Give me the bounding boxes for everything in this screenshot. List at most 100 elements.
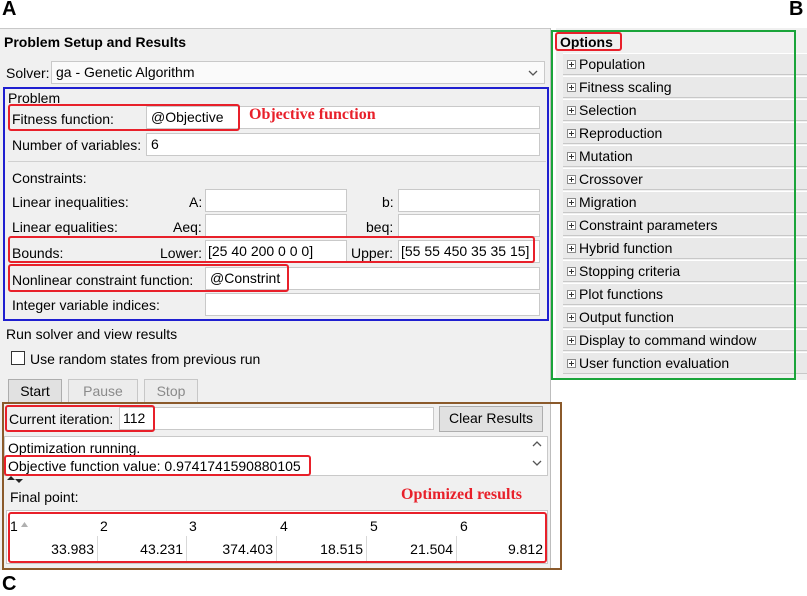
scroll-up-icon[interactable] <box>532 440 542 447</box>
stop-button[interactable]: Stop <box>144 379 198 404</box>
options-item-label: Stopping criteria <box>579 263 681 279</box>
status-line-2: Objective function value: 0.974174159088… <box>8 458 301 474</box>
cell-divider <box>456 536 457 562</box>
nonlin-highlight-box <box>8 264 289 292</box>
options-item-stopping-criteria[interactable]: Stopping criteria <box>563 260 807 282</box>
options-item-label: Selection <box>579 102 637 118</box>
options-item-migration[interactable]: Migration <box>563 191 807 213</box>
expand-icon <box>567 220 576 230</box>
numvars-input[interactable]: 6 <box>146 133 540 156</box>
bounds-highlight-box <box>8 236 535 263</box>
options-item-label: Crossover <box>579 171 643 187</box>
expand-icon <box>567 197 576 207</box>
cell-divider <box>186 536 187 562</box>
upper-bounds-input[interactable]: [55 55 450 35 35 15] <box>398 240 540 263</box>
options-item-label: Reproduction <box>579 125 663 141</box>
options-item-output-function[interactable]: Output function <box>563 306 807 328</box>
intvar-label: Integer variable indices: <box>12 297 160 313</box>
table-cell[interactable]: 33.983 <box>51 541 94 557</box>
solver-select-value: ga - Genetic Algorithm <box>56 64 195 80</box>
start-button[interactable]: Start <box>8 379 62 404</box>
splitter-handle-icon[interactable] <box>6 476 24 484</box>
results-table <box>6 510 548 564</box>
objective-function-annotation: Objective function <box>249 106 376 123</box>
a-input[interactable] <box>205 189 347 212</box>
iteration-highlight-box <box>5 405 155 432</box>
table-cell[interactable]: 43.231 <box>140 541 183 557</box>
scroll-down-icon[interactable] <box>532 460 542 467</box>
random-states-checkbox[interactable] <box>11 351 25 365</box>
table-cell[interactable]: 21.504 <box>410 541 453 557</box>
options-title: Options <box>560 34 613 50</box>
pause-button[interactable]: Pause <box>68 379 138 404</box>
constraints-label: Constraints: <box>12 170 87 186</box>
column-header[interactable]: 4 <box>280 518 288 534</box>
beq-label: beq: <box>366 219 394 235</box>
table-cell[interactable]: 9.812 <box>507 541 543 557</box>
expand-icon <box>567 358 576 368</box>
cell-divider <box>366 536 367 562</box>
aeq-label: Aeq: <box>173 219 202 235</box>
options-item-label: Migration <box>579 194 637 210</box>
expand-icon <box>567 289 576 299</box>
a-label: A: <box>189 194 203 210</box>
corner-label-b: B <box>789 0 804 20</box>
iteration-label: Current iteration: <box>9 411 114 427</box>
fitness-label: Fitness function: <box>12 111 114 127</box>
status-line-1: Optimization running. <box>8 440 141 456</box>
b-label: b: <box>382 194 394 210</box>
column-header[interactable]: 3 <box>189 518 197 534</box>
upper-label: Upper: <box>351 245 394 261</box>
cell-divider <box>97 536 98 562</box>
final-point-label: Final point: <box>10 489 79 505</box>
options-item-label: Population <box>579 56 646 72</box>
expand-icon <box>567 266 576 276</box>
options-item-plot-functions[interactable]: Plot functions <box>563 283 807 305</box>
column-header[interactable]: 2 <box>100 518 108 534</box>
expand-icon <box>567 243 576 253</box>
options-item-label: Plot functions <box>579 286 664 302</box>
options-item-label: User function evaluation <box>579 355 730 371</box>
options-item-label: Mutation <box>579 148 633 164</box>
b-input[interactable] <box>398 189 540 212</box>
options-item-hybrid-function[interactable]: Hybrid function <box>563 237 807 259</box>
expand-icon <box>567 82 576 92</box>
corner-label-c: C <box>2 573 17 595</box>
clear-results-button[interactable]: Clear Results <box>439 406 543 432</box>
results-highlight-box <box>2 402 562 570</box>
options-item-reproduction[interactable]: Reproduction <box>563 122 807 144</box>
options-item-label: Fitness scaling <box>579 79 672 95</box>
column-header[interactable]: 6 <box>460 518 468 534</box>
options-item-constraint-parameters[interactable]: Constraint parameters <box>563 214 807 236</box>
intvar-input[interactable] <box>205 293 540 316</box>
panel-splitter[interactable] <box>550 28 551 570</box>
options-highlight-box <box>551 30 796 380</box>
column-header[interactable]: 5 <box>370 518 378 534</box>
options-item-display-to-command-window[interactable]: Display to command window <box>563 329 807 351</box>
table-cell[interactable]: 18.515 <box>320 541 363 557</box>
options-item-crossover[interactable]: Crossover <box>563 168 807 190</box>
numvars-label: Number of variables: <box>12 137 142 153</box>
options-item-fitness-scaling[interactable]: Fitness scaling <box>563 76 807 98</box>
lower-label: Lower: <box>160 245 203 261</box>
column-header[interactable]: 1 <box>10 518 18 534</box>
run-section-label: Run solver and view results <box>6 326 178 342</box>
panel-top-border <box>0 28 550 29</box>
table-cell[interactable]: 374.403 <box>222 541 273 557</box>
options-item-mutation[interactable]: Mutation <box>563 145 807 167</box>
lin-eq-label: Linear equalities: <box>12 219 118 235</box>
expand-icon <box>567 128 576 138</box>
options-item-population[interactable]: Population <box>563 53 807 75</box>
results-row-highlight-box <box>8 512 547 563</box>
options-item-selection[interactable]: Selection <box>563 99 807 121</box>
optimized-results-annotation: Optimized results <box>401 486 523 503</box>
expand-icon <box>567 174 576 184</box>
expand-icon <box>567 335 576 345</box>
fitness-function-input[interactable]: @Objective <box>146 106 540 129</box>
sort-ascending-icon <box>21 522 28 527</box>
fitness-highlight-box <box>8 104 240 131</box>
options-item-user-function-evaluation[interactable]: User function evaluation <box>563 352 807 374</box>
expand-icon <box>567 105 576 115</box>
objective-value-highlight-box <box>4 455 311 476</box>
solver-select[interactable]: ga - Genetic Algorithm <box>51 61 545 84</box>
